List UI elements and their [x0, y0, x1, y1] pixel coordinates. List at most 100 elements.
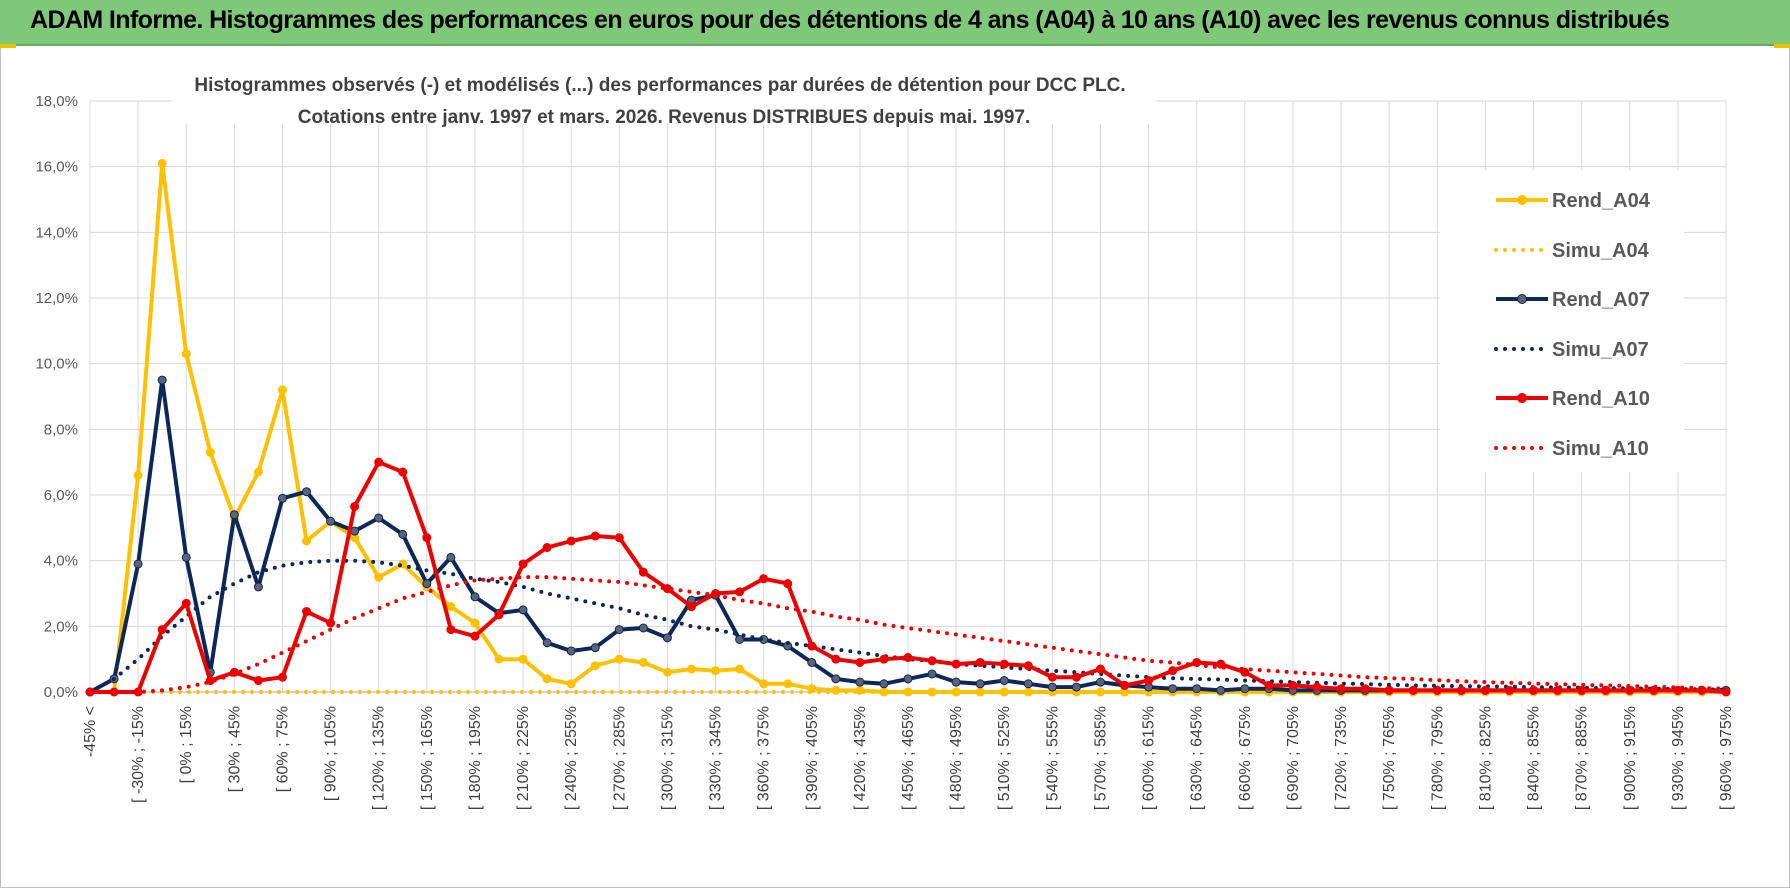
x-tick-label: [ -30% ; -15% [130, 706, 147, 803]
data-point-rend-a10 [1601, 685, 1611, 695]
data-point-rend-a04 [446, 602, 456, 612]
data-point-rend-a07 [229, 510, 239, 520]
x-tick-label: [ 30% ; 45% [226, 706, 243, 792]
x-tick-label: [ 570% ; 585% [1092, 706, 1109, 810]
data-point-rend-a07 [903, 674, 913, 684]
data-point-rend-a10 [518, 559, 528, 569]
data-point-rend-a04 [374, 572, 384, 582]
data-point-rend-a07 [302, 487, 312, 497]
data-point-rend-a07 [1216, 685, 1226, 695]
data-point-rend-a07 [807, 657, 817, 667]
data-point-rend-a10 [735, 587, 745, 597]
data-point-rend-a04 [542, 674, 552, 684]
data-point-rend-a10 [1047, 672, 1057, 682]
histogram-chart: 0,0% 2,0% 4,0% 6,0% 8,0% 10,0% 12,0% 14,0% 16,0%… [35, 66, 1735, 810]
legend-background [1440, 170, 1684, 472]
corner-marker-right [1774, 44, 1790, 48]
legend-label-simu-a04: Simu_A04 [1552, 240, 1650, 262]
data-point-rend-a07 [662, 633, 672, 643]
data-point-rend-a07 [590, 643, 600, 653]
data-point-rend-a10 [1529, 685, 1539, 695]
data-point-rend-a10 [590, 531, 600, 541]
data-point-rend-a07 [614, 625, 624, 635]
x-axis-ticks: -45% < [ -30% ; -15% [ 0% ; 15% [ 30% ; 45%… [82, 706, 1735, 810]
data-point-rend-a10 [1168, 666, 1178, 676]
data-point-rend-a10 [1336, 684, 1346, 694]
y-tick-label: 18,0% [35, 93, 78, 110]
legend-marker-rend-a07 [1517, 294, 1527, 304]
data-point-rend-a07 [277, 493, 287, 503]
y-tick-label: 4,0% [44, 553, 78, 570]
x-tick-label: [ 210% ; 225% [515, 706, 532, 810]
data-point-rend-a10 [999, 659, 1009, 669]
data-point-rend-a07 [157, 375, 167, 385]
data-point-rend-a10 [686, 602, 696, 612]
data-point-rend-a10 [1577, 685, 1587, 695]
data-point-rend-a07 [1095, 677, 1105, 687]
data-point-rend-a04 [494, 654, 504, 664]
x-tick-label: [ 480% ; 495% [948, 706, 965, 810]
header-banner: ADAM Informe. Histogrammes des performan… [0, 0, 1790, 46]
data-point-rend-a10 [422, 533, 432, 543]
data-point-rend-a10 [1264, 680, 1274, 690]
data-point-rend-a07 [1240, 684, 1250, 694]
data-point-rend-a10 [1360, 684, 1370, 694]
data-point-rend-a04 [566, 679, 576, 689]
x-tick-label: [ 420% ; 435% [852, 706, 869, 810]
y-tick-label: 0,0% [44, 684, 78, 701]
data-point-rend-a07 [374, 513, 384, 523]
data-point-rend-a07 [1192, 684, 1202, 694]
data-point-rend-a04 [205, 447, 215, 457]
data-point-rend-a07 [831, 674, 841, 684]
legend-label-rend-a10: Rend_A10 [1552, 388, 1650, 410]
chart-title-background [172, 66, 1156, 124]
data-point-rend-a07 [879, 679, 889, 689]
data-point-rend-a07 [422, 579, 432, 589]
x-tick-label: [ 0% ; 15% [178, 706, 195, 783]
data-point-rend-a10 [157, 625, 167, 635]
x-tick-label: [ 720% ; 735% [1333, 706, 1350, 810]
data-point-rend-a07 [1071, 682, 1081, 692]
x-tick-label: [ 960% ; 975% [1718, 706, 1735, 810]
data-point-rend-a04 [759, 679, 769, 689]
data-point-rend-a07 [927, 669, 937, 679]
x-tick-label: [ 390% ; 405% [804, 706, 821, 810]
x-tick-label: [ 180% ; 195% [467, 706, 484, 810]
data-point-rend-a10 [975, 657, 985, 667]
data-point-rend-a10 [1408, 685, 1418, 695]
x-tick-label: [ 330% ; 345% [708, 706, 725, 810]
data-point-rend-a10 [879, 654, 889, 664]
data-point-rend-a10 [302, 607, 312, 617]
x-tick-label: [ 690% ; 705% [1285, 706, 1302, 810]
data-point-rend-a07 [566, 646, 576, 656]
legend-label-rend-a07: Rend_A07 [1552, 289, 1650, 311]
data-point-rend-a04 [638, 657, 648, 667]
series-line-simu-a10 [88, 575, 1728, 694]
data-point-rend-a07 [1047, 682, 1057, 692]
data-point-rend-a04 [711, 666, 721, 676]
data-point-rend-a10 [1432, 685, 1442, 695]
data-point-rend-a07 [253, 582, 263, 592]
data-point-rend-a10 [1480, 685, 1490, 695]
data-point-rend-a10 [1095, 664, 1105, 674]
data-point-rend-a10 [1288, 680, 1298, 690]
data-point-rend-a10 [374, 457, 384, 467]
x-tick-label: [ 840% ; 855% [1526, 706, 1543, 810]
legend: Rend_A04 Simu_A04 Rend_A07 Simu_A07 Rend_A10… [1494, 190, 1651, 460]
x-tick-label: [ 630% ; 645% [1189, 706, 1206, 810]
data-point-rend-a10 [566, 536, 576, 546]
x-tick-label: [ 90% ; 105% [323, 706, 340, 801]
page-title: ADAM Informe. Histogrammes des performan… [30, 6, 1670, 34]
data-point-rend-a07 [999, 676, 1009, 686]
data-point-rend-a10 [638, 567, 648, 577]
legend-label-rend-a04: Rend_A04 [1552, 190, 1651, 212]
data-point-rend-a07 [181, 552, 191, 562]
data-point-rend-a10 [927, 656, 937, 666]
data-point-rend-a04 [735, 664, 745, 674]
y-axis-ticks: 0,0% 2,0% 4,0% 6,0% 8,0% 10,0% 12,0% 14,0% 16,0%… [35, 93, 78, 701]
x-tick-label: [ 270% ; 285% [611, 706, 628, 810]
data-point-rend-a10 [1144, 676, 1154, 686]
data-point-rend-a07 [735, 634, 745, 644]
data-point-rend-a10 [1071, 672, 1081, 682]
data-point-rend-a07 [446, 552, 456, 562]
